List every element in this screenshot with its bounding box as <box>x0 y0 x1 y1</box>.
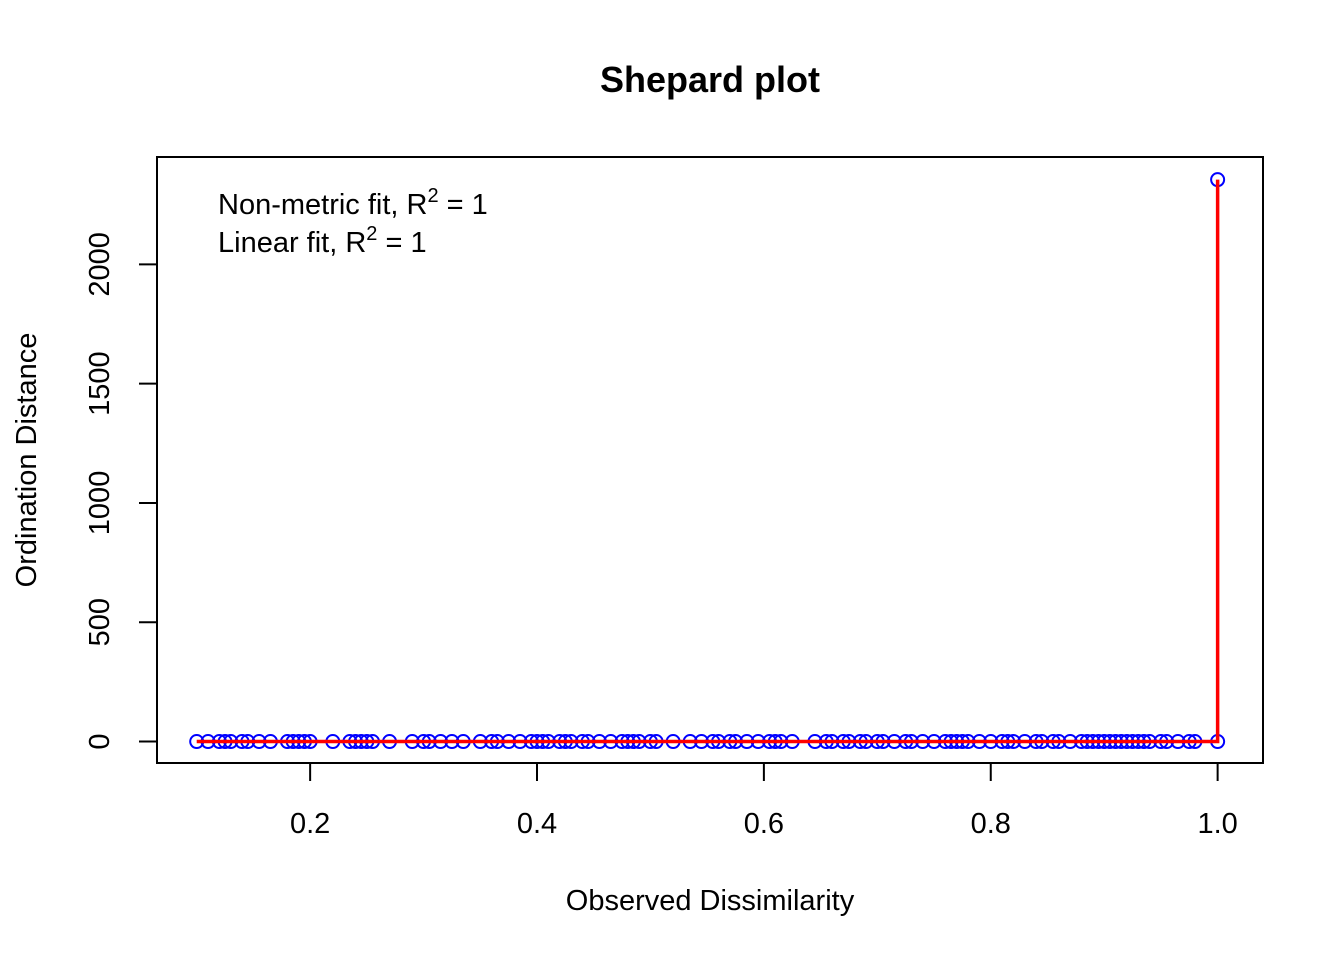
legend-line: Linear fit, R2 = 1 <box>218 223 427 259</box>
x-tick-label: 0.8 <box>971 808 1011 840</box>
y-axis-label: Ordination Distance <box>11 333 43 588</box>
y-tick-label: 1500 <box>84 351 116 416</box>
x-axis: 0.2 0.4 0.6 0.8 1.0 <box>290 762 1238 840</box>
y-tick-label: 2000 <box>84 232 116 297</box>
legend-text-prefix: Non-metric fit, R <box>218 189 427 221</box>
legend-superscript: 2 <box>427 185 438 207</box>
legend-text-suffix: = 1 <box>439 189 488 221</box>
x-tick-label: 0.4 <box>517 808 557 840</box>
x-tick-label: 0.2 <box>290 808 330 840</box>
legend-text-suffix: = 1 <box>377 227 426 259</box>
y-tick-label: 1000 <box>84 471 116 536</box>
x-axis-label: Observed Dissimilarity <box>566 885 855 917</box>
y-axis: 0 500 1000 1500 2000 <box>84 232 158 750</box>
legend-superscript: 2 <box>366 223 377 245</box>
x-tick-label: 1.0 <box>1197 808 1237 840</box>
legend-line: Non-metric fit, R2 = 1 <box>218 185 488 221</box>
chart-title: Shepard plot <box>600 59 820 100</box>
fit-line <box>196 179 1220 744</box>
y-tick-label: 0 <box>84 733 116 749</box>
y-tick-label: 500 <box>84 598 116 646</box>
legend-text-prefix: Linear fit, R <box>218 227 366 259</box>
x-tick-label: 0.6 <box>744 808 784 840</box>
plot-area <box>189 172 1226 750</box>
